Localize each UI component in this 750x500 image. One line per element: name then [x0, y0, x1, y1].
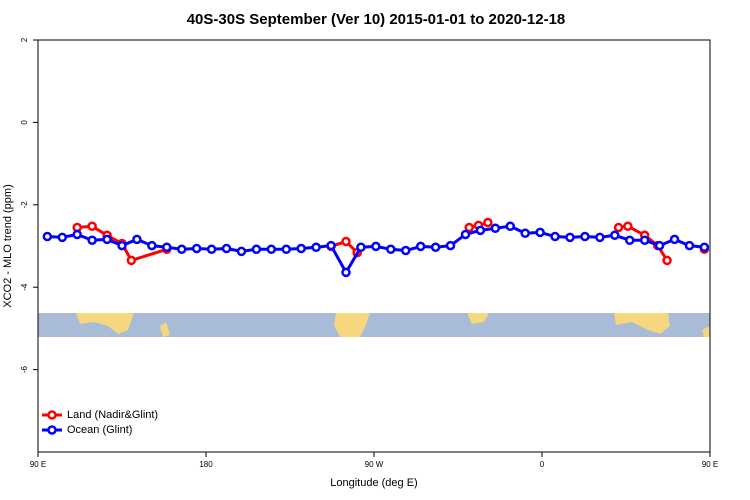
legend-marker — [47, 410, 57, 420]
data-point — [162, 242, 172, 252]
map-land — [334, 313, 370, 337]
data-point — [42, 231, 53, 242]
data-point — [371, 241, 381, 252]
x-tick-label: 180 — [199, 460, 213, 469]
legend-marker — [47, 425, 57, 435]
map-ocean — [38, 313, 710, 337]
data-point — [356, 242, 366, 252]
y-tick-label: -4 — [20, 283, 29, 291]
data-point — [236, 246, 247, 257]
data-point — [460, 229, 471, 240]
y-tick-label: -2 — [20, 201, 29, 209]
data-point — [251, 244, 262, 255]
data-point — [296, 243, 306, 254]
data-point — [624, 235, 635, 245]
data-point — [221, 243, 232, 254]
y-tick-label: 2 — [20, 37, 29, 42]
data-point — [684, 240, 695, 251]
x-tick-label: 0 — [540, 460, 545, 469]
data-point — [639, 235, 650, 245]
data-point — [132, 234, 142, 245]
data-point — [126, 255, 137, 266]
data-point — [623, 221, 633, 231]
data-point — [595, 232, 605, 243]
x-tick-label: 90 W — [365, 460, 384, 469]
x-tick-label: 90 E — [702, 460, 718, 469]
data-point — [266, 244, 277, 255]
data-point — [57, 232, 68, 243]
data-point — [281, 244, 292, 255]
data-point — [662, 255, 672, 266]
map-land — [76, 313, 134, 334]
x-tick-label: 90 E — [30, 460, 46, 469]
map-land — [467, 313, 489, 324]
data-point — [475, 225, 486, 236]
data-point — [520, 228, 530, 238]
data-point — [206, 244, 217, 255]
legend-label: Land (Nadir&Glint) — [67, 409, 158, 421]
series-line — [77, 223, 704, 261]
data-point — [415, 241, 426, 252]
data-point — [102, 234, 112, 245]
data-point — [341, 236, 351, 247]
data-point — [565, 232, 575, 243]
map-land — [702, 326, 710, 337]
data-point — [176, 244, 187, 255]
data-point — [430, 242, 441, 252]
y-tick-label: 0 — [20, 120, 29, 125]
data-point — [610, 230, 620, 241]
map-strip — [38, 313, 710, 337]
data-point — [400, 245, 411, 256]
data-point — [117, 240, 127, 251]
data-point — [580, 231, 590, 242]
map-land — [614, 313, 670, 334]
data-point — [87, 221, 97, 231]
y-tick-label: -6 — [20, 365, 29, 373]
data-point — [341, 267, 351, 278]
data-point — [483, 217, 493, 228]
x-axis-label: Longitude (deg E) — [330, 477, 417, 489]
data-point — [613, 222, 624, 233]
data-point — [505, 221, 516, 231]
data-point — [445, 240, 456, 251]
data-point — [87, 235, 97, 245]
map-land — [160, 322, 170, 337]
data-point — [490, 223, 501, 234]
data-point — [464, 222, 474, 233]
data-point — [386, 244, 396, 255]
y-axis-label: XCO2 - MLO trend (ppm) — [2, 184, 14, 307]
data-point — [311, 242, 321, 252]
data-point — [669, 234, 680, 245]
chart-title: 40S-30S September (Ver 10) 2015-01-01 to… — [187, 11, 566, 28]
data-point — [654, 240, 665, 251]
legend-label: Ocean (Glint) — [67, 424, 132, 436]
data-point — [535, 227, 545, 238]
data-point — [699, 242, 710, 252]
data-point — [72, 229, 82, 240]
data-point — [191, 243, 202, 254]
data-point — [147, 240, 157, 251]
data-point — [550, 231, 560, 242]
data-point — [326, 240, 336, 251]
